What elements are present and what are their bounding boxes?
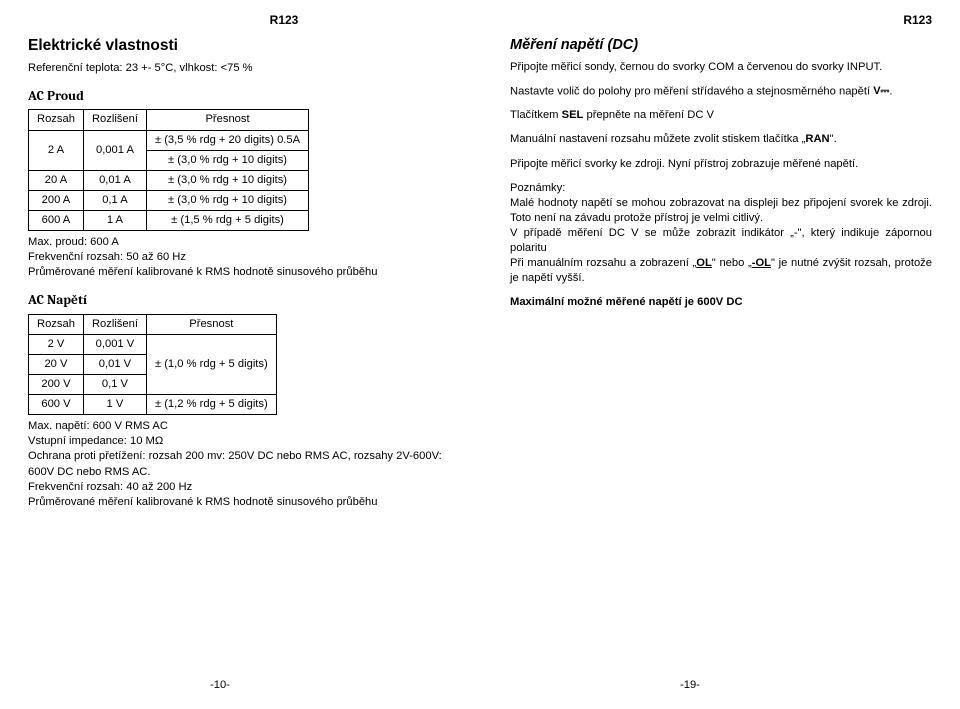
th: Rozsah — [29, 110, 84, 130]
td: 0,01 V — [83, 354, 146, 374]
text: ". — [830, 133, 837, 145]
note: Ochrana proti přetížení: rozsah 200 mv: … — [28, 449, 450, 479]
p3: Tlačítkem SEL přepněte na měření DC V — [510, 108, 932, 123]
td: 2 V — [29, 334, 84, 354]
td: 200 V — [29, 374, 84, 394]
th: Rozlišení — [83, 314, 146, 334]
td: 20 A — [29, 170, 84, 190]
td: ± (3,0 % rdg + 10 digits) — [146, 150, 308, 170]
td: 600 V — [29, 395, 84, 415]
td: 1 A — [83, 210, 146, 230]
td: 0,1 V — [83, 374, 146, 394]
note: Frekvenční rozsah: 40 až 200 Hz — [28, 480, 450, 495]
td: 0,1 A — [83, 190, 146, 210]
text: " nebo „ — [712, 257, 752, 269]
vdc-ac-icon: V⎓ — [873, 84, 889, 99]
ac-current-heading: AC Proud — [28, 88, 450, 106]
ac-voltage-notes: Max. napětí: 600 V RMS AC Vstupní impeda… — [28, 419, 450, 510]
td: 1 V — [83, 395, 146, 415]
ac-current-table: Rozsah Rozlišení Přesnost 2 A 0,001 A ± … — [28, 109, 309, 231]
td: 200 A — [29, 190, 84, 210]
note: Max. napětí: 600 V RMS AC — [28, 419, 450, 434]
td: ± (1,2 % rdg + 5 digits) — [146, 395, 276, 415]
sel-label: SEL — [562, 109, 584, 121]
p9: Při manuálním rozsahu a zobrazení „OL" n… — [510, 256, 932, 286]
text: Při manuálním rozsahu a zobrazení „ — [510, 257, 696, 269]
ac-voltage-heading: AC Napětí — [28, 292, 450, 310]
max-voltage: Maximální možné měřené napětí je 600V DC — [510, 296, 743, 308]
text: Tlačítkem — [510, 109, 562, 121]
ran-label: RAN — [805, 133, 829, 145]
reference-conditions: Referenční teplota: 23 +- 5°C, vlhkost: … — [28, 61, 450, 76]
note: Frekvenční rozsah: 50 až 60 Hz — [28, 250, 450, 265]
note: Max. proud: 600 A — [28, 235, 450, 250]
p4: Manuální nastavení rozsahu můžete zvolit… — [510, 132, 932, 147]
th: Rozlišení — [83, 110, 146, 130]
th: Přesnost — [146, 314, 276, 334]
p10: Maximální možné měřené napětí je 600V DC — [510, 295, 932, 310]
td: 0,01 A — [83, 170, 146, 190]
page-header-left: R123 — [118, 12, 450, 28]
neg-ol-label: -OL — [752, 257, 771, 269]
td: 0,001 A — [83, 130, 146, 170]
td: ± (3,0 % rdg + 10 digits) — [146, 170, 308, 190]
left-title: Elektrické vlastnosti — [28, 36, 450, 57]
th: Rozsah — [29, 314, 84, 334]
note: Průměrované měření kalibrované k RMS hod… — [28, 265, 450, 280]
text: Manuální nastavení rozsahu můžete zvolit… — [510, 133, 805, 145]
p1: Připojte měřicí sondy, černou do svorky … — [510, 60, 932, 75]
p8: V případě měření DC V se může zobrazit i… — [510, 226, 932, 256]
td: ± (3,5 % rdg + 20 digits) 0.5A — [146, 130, 308, 150]
ac-voltage-table: Rozsah Rozlišení Přesnost 2 V 0,001 V ± … — [28, 314, 277, 416]
p5: Připojte měřicí svorky ke zdroji. Nyní p… — [510, 157, 932, 172]
text: Nastavte volič do polohy pro měření stří… — [510, 85, 873, 97]
ol-label: OL — [696, 257, 712, 269]
p2: Nastavte volič do polohy pro měření stří… — [510, 84, 932, 99]
p7: Malé hodnoty napětí se mohou zobrazovat … — [510, 196, 932, 226]
td: ± (1,0 % rdg + 5 digits) — [146, 334, 276, 394]
td: ± (1,5 % rdg + 5 digits) — [146, 210, 308, 230]
note: Vstupní impedance: 10 MΩ — [28, 434, 450, 449]
text: přepněte na měření DC V — [583, 109, 714, 121]
note: Průměrované měření kalibrované k RMS hod… — [28, 495, 450, 510]
td: 2 A — [29, 130, 84, 170]
text: . — [889, 85, 892, 97]
notes-label: Poznámky: — [510, 181, 932, 196]
td: ± (3,0 % rdg + 10 digits) — [146, 190, 308, 210]
page-number-right: -19- — [680, 679, 700, 691]
th: Přesnost — [146, 110, 308, 130]
page-number-left: -10- — [210, 679, 230, 691]
right-title: Měření napětí (DC) — [510, 36, 932, 56]
td: 0,001 V — [83, 334, 146, 354]
td: 600 A — [29, 210, 84, 230]
page-header-right: R123 — [510, 12, 932, 28]
ac-current-notes: Max. proud: 600 A Frekvenční rozsah: 50 … — [28, 235, 450, 280]
td: 20 V — [29, 354, 84, 374]
